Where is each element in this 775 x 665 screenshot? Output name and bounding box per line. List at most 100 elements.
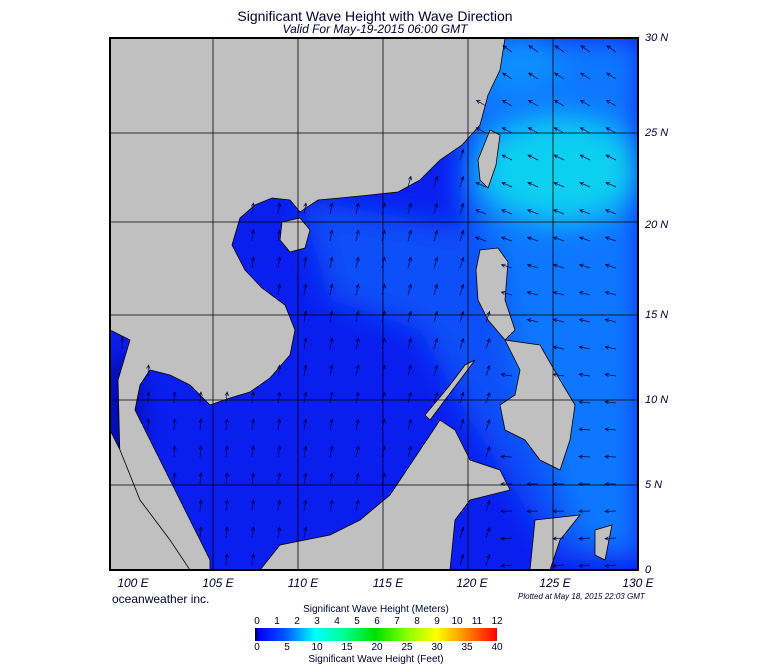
wave-direction-arrow: [433, 229, 439, 242]
wave-direction-arrow: [604, 345, 617, 350]
wave-direction-arrow: [526, 318, 539, 323]
wave-direction-arrow: [381, 202, 386, 215]
lat-label: 10 N: [645, 394, 669, 406]
wave-direction-arrow: [407, 283, 412, 296]
wave-direction-arrow: [604, 263, 617, 269]
wave-direction-arrow: [355, 472, 360, 485]
wave-direction-arrow: [146, 364, 151, 377]
wave-direction-arrow: [355, 364, 360, 377]
wave-direction-arrow: [552, 509, 565, 514]
wave-direction-arrow: [329, 256, 334, 269]
wave-direction-arrow: [500, 372, 513, 377]
land-palawan: [424, 359, 476, 421]
wave-direction-arrow: [407, 445, 412, 458]
wave-direction-arrow: [526, 509, 539, 514]
wave-direction-arrow: [501, 209, 513, 215]
wave-direction-arrow: [120, 337, 125, 350]
wave-direction-arrow: [527, 182, 539, 188]
meter-tick: 10: [451, 616, 463, 627]
wave-direction-arrow: [381, 283, 386, 296]
wave-direction-arrow: [407, 364, 412, 377]
wave-direction-arrow: [500, 454, 513, 459]
wave-direction-arrow: [355, 229, 360, 242]
wave-direction-arrow: [502, 72, 513, 80]
lat-label: 25 N: [645, 127, 669, 139]
wave-direction-arrow: [303, 418, 308, 431]
wave-direction-arrow: [552, 372, 565, 377]
wave-direction-arrow: [224, 391, 229, 404]
wave-direction-arrow: [475, 209, 487, 215]
wave-direction-arrow: [407, 229, 412, 242]
wave-direction-arrow: [526, 481, 539, 487]
wave-direction-arrow: [198, 445, 203, 458]
wave-direction-arrow: [459, 256, 465, 269]
wave-direction-arrow: [250, 418, 256, 431]
wave-direction-arrow: [277, 256, 282, 269]
wave-direction-arrow: [500, 263, 513, 269]
wave-direction-arrow: [578, 400, 591, 405]
lon-label: 130 E: [622, 576, 654, 590]
wave-direction-arrow: [553, 127, 565, 134]
wave-direction-arrow: [527, 154, 539, 161]
feet-tick: 5: [284, 642, 290, 653]
wave-direction-arrow: [224, 499, 229, 512]
wave-direction-arrow: [579, 100, 591, 107]
meter-tick: 3: [314, 616, 320, 627]
colorbar-title-meters: Significant Wave Height (Meters): [303, 604, 449, 615]
wave-direction-arrow: [553, 154, 565, 161]
land-taiwan: [477, 129, 501, 189]
lon-label: 125 E: [539, 576, 571, 590]
wave-direction-arrow: [329, 310, 334, 323]
wave-direction-arrow: [578, 263, 591, 269]
wave-direction-arrow: [526, 263, 539, 269]
wave-direction-arrow: [303, 202, 308, 215]
wave-direction-arrow: [501, 100, 513, 107]
wave-direction-arrow: [500, 291, 513, 296]
wave-direction-arrow: [355, 283, 360, 296]
wave-direction-arrow: [407, 310, 412, 323]
wave-direction-arrow: [329, 418, 334, 431]
wave-direction-arrow: [500, 236, 513, 242]
wave-direction-arrow: [381, 229, 386, 242]
wave-direction-arrow: [277, 499, 282, 512]
wave-direction-arrow: [250, 472, 256, 485]
wave-direction-arrow: [606, 45, 617, 53]
wave-direction-arrow: [250, 526, 256, 539]
land-visayas-mindanao: [499, 339, 576, 471]
wave-direction-arrow: [277, 391, 282, 404]
wave-direction-arrow: [605, 100, 617, 107]
plotted-timestamp: Plotted at May 18, 2015 22:03 GMT: [518, 592, 645, 601]
wave-direction-arrow: [329, 229, 334, 242]
wave-direction-arrow: [475, 127, 487, 134]
lat-label: 15 N: [645, 309, 669, 321]
wave-direction-arrow: [485, 310, 491, 323]
lat-label: 30 N: [645, 32, 669, 44]
wave-direction-arrow: [459, 283, 465, 296]
wave-direction-arrow: [527, 127, 539, 134]
wave-direction-arrow: [500, 509, 513, 514]
wave-direction-arrow: [526, 291, 539, 296]
wave-direction-arrow: [355, 445, 360, 458]
lon-label: 100 E: [117, 576, 149, 590]
wave-direction-arrow: [250, 499, 256, 512]
meter-tick: 11: [471, 616, 483, 627]
wave-direction-arrow: [604, 372, 617, 377]
lon-label: 110 E: [287, 576, 319, 590]
wave-direction-arrow: [459, 175, 465, 188]
land-masses: [110, 38, 613, 570]
meter-tick: 6: [374, 616, 380, 627]
wave-direction-arrow: [500, 481, 513, 487]
wave-direction-arrow: [485, 391, 491, 404]
wave-direction-arrow: [459, 418, 465, 431]
wave-direction-arrow: [554, 72, 565, 80]
wave-direction-arrow: [500, 536, 513, 541]
lon-label: 120 E: [456, 576, 488, 590]
wave-direction-arrow: [459, 526, 465, 539]
wave-direction-arrow: [198, 499, 203, 512]
feet-tick: 20: [371, 642, 383, 653]
wave-direction-arrow: [552, 318, 565, 323]
wave-direction-arrow: [329, 445, 334, 458]
meter-tick: 4: [334, 616, 340, 627]
wave-direction-arrow: [501, 182, 513, 188]
wave-direction-arrow: [552, 291, 565, 296]
